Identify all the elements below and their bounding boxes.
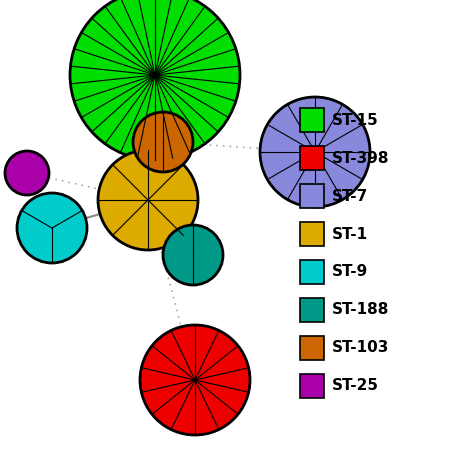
Text: ST-188: ST-188 — [332, 302, 389, 318]
Bar — [300, 146, 324, 170]
Bar — [300, 184, 324, 208]
Bar — [300, 374, 324, 398]
Circle shape — [17, 193, 87, 263]
Bar — [300, 108, 324, 132]
Circle shape — [260, 97, 370, 207]
Circle shape — [5, 151, 49, 195]
Circle shape — [163, 225, 223, 285]
Text: ST-9: ST-9 — [332, 264, 368, 280]
Circle shape — [140, 325, 250, 435]
Text: ST-103: ST-103 — [332, 340, 389, 356]
Text: ST-25: ST-25 — [332, 379, 379, 393]
Circle shape — [133, 112, 193, 172]
Text: ST-15: ST-15 — [332, 112, 379, 128]
Text: ST-398: ST-398 — [332, 151, 390, 165]
Bar — [300, 222, 324, 246]
Bar — [300, 260, 324, 284]
Circle shape — [70, 0, 240, 160]
Text: ST-1: ST-1 — [332, 227, 368, 241]
Bar — [300, 336, 324, 360]
Circle shape — [98, 150, 198, 250]
Text: ST-7: ST-7 — [332, 189, 368, 203]
Bar — [300, 298, 324, 322]
